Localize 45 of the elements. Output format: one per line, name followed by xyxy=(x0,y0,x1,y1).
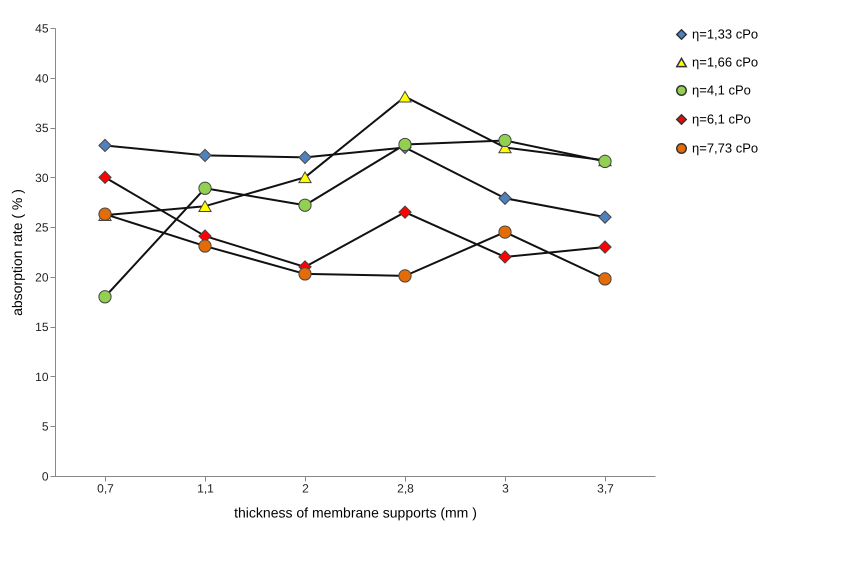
point xyxy=(198,148,212,162)
x-axis-title: thickness of membrane supports (mm ) xyxy=(234,504,477,520)
x-tick-label: 1,1 xyxy=(197,482,214,496)
y-tick-label: 10 xyxy=(35,370,49,384)
y-tick-label: 0 xyxy=(42,470,49,484)
point xyxy=(498,192,512,205)
legend-label: η=6,1 cPo xyxy=(692,112,751,126)
point xyxy=(298,150,312,164)
point xyxy=(98,170,112,184)
x-tick-label: 2,8 xyxy=(397,482,414,496)
x-tick-label: 2 xyxy=(302,482,310,496)
point xyxy=(198,200,212,212)
point xyxy=(398,90,412,102)
x-tick-label: 0,7 xyxy=(97,482,114,496)
legend-label: η=7,73 cPo xyxy=(692,140,758,156)
point xyxy=(598,210,612,224)
legend-label: η=1,33 cPo xyxy=(692,26,758,42)
y-tick-label: 35 xyxy=(35,121,49,136)
legend-label: η=1,66 cPo xyxy=(692,54,758,70)
y-tick-label: 45 xyxy=(35,22,49,36)
point xyxy=(198,182,212,195)
point xyxy=(498,134,512,148)
y-axis-title: absorption rate ( % ) xyxy=(9,189,26,316)
point xyxy=(298,198,312,212)
point xyxy=(198,239,212,253)
point xyxy=(598,272,612,286)
point xyxy=(98,138,112,152)
point xyxy=(298,172,312,184)
y-tick-label: 5 xyxy=(42,420,49,434)
x-tick-label: 3,7 xyxy=(597,482,614,496)
point xyxy=(398,269,412,283)
x-tick-label: 3 xyxy=(502,482,510,496)
point xyxy=(398,138,412,152)
legend-label: η=4,1 cPo xyxy=(692,82,751,98)
y-tick-label: 30 xyxy=(35,170,49,185)
y-tick-label: 40 xyxy=(35,71,49,86)
y-tick-label: 25 xyxy=(35,220,49,235)
y-tick-label: 15 xyxy=(35,320,49,334)
point xyxy=(598,240,612,254)
point xyxy=(398,206,412,219)
point xyxy=(498,225,512,239)
point xyxy=(298,267,312,281)
point xyxy=(498,250,512,264)
point xyxy=(98,290,112,304)
y-tick-label: 20 xyxy=(35,270,49,284)
